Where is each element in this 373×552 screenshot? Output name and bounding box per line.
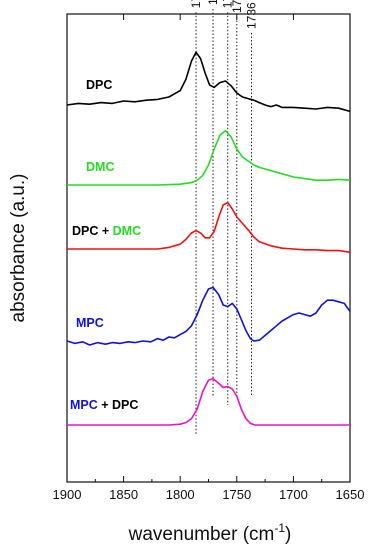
x-tick-label: 1700 xyxy=(279,487,308,502)
series-line-0 xyxy=(66,51,351,113)
peak-label: 1749 xyxy=(230,0,244,13)
x-tick-label: 1850 xyxy=(109,487,138,502)
x-tick-label: 1800 xyxy=(166,487,195,502)
series-label-2: DPC + DMC xyxy=(72,224,141,238)
x-tick-label: 1650 xyxy=(336,487,365,502)
peak-label: 1736 xyxy=(245,2,259,29)
series-line-4 xyxy=(67,377,350,426)
x-axis-title: wavenumber (cm-1) xyxy=(128,521,292,545)
series-label-part: DMC xyxy=(113,224,141,238)
series-label-part: DPC + xyxy=(72,224,113,238)
series-label-part: MPC xyxy=(70,398,98,412)
series-label-part: + DPC xyxy=(98,398,139,412)
series-line-3 xyxy=(66,286,351,346)
y-axis-title: absorbance (a.u.) xyxy=(8,174,29,323)
series-label-0: DPC xyxy=(86,78,112,92)
x-axis-title-main: wavenumber (cm xyxy=(128,524,275,545)
peak-label: 1758 xyxy=(221,0,235,8)
series-label-part: MPC xyxy=(76,316,104,330)
x-tick-label: 1900 xyxy=(53,487,82,502)
spectra-series xyxy=(66,51,351,426)
series-label-1: DMC xyxy=(86,160,114,174)
x-axis-title-exponent: -1 xyxy=(274,521,285,535)
x-axis: 1900 1850 1800 1750 1700 1650 xyxy=(53,14,365,502)
series-line-2 xyxy=(67,201,351,253)
series-label-4: MPC + DPC xyxy=(70,398,138,412)
series-label-part: DMC xyxy=(86,160,114,174)
peak-marker-lines xyxy=(195,9,253,435)
series-label-3: MPC xyxy=(76,316,104,330)
peak-label: 1780 xyxy=(189,0,203,8)
series-label-part: DPC xyxy=(86,78,112,92)
peak-label: 1768 xyxy=(206,0,220,5)
x-axis-title-close: ) xyxy=(285,524,291,545)
x-tick-label: 1750 xyxy=(222,487,251,502)
peak-annotations: 17801768175817491736 xyxy=(189,0,258,29)
series-line-1 xyxy=(67,129,351,186)
